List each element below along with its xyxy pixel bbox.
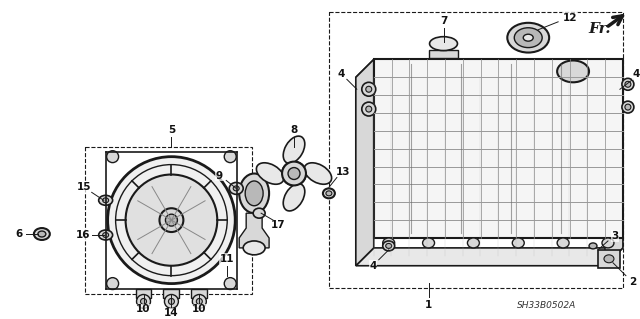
Ellipse shape [99,195,113,205]
Text: 11: 11 [220,254,234,264]
Ellipse shape [253,208,265,218]
Bar [136,289,152,299]
Circle shape [168,299,175,304]
Circle shape [125,174,217,266]
Circle shape [224,151,236,163]
Text: 6: 6 [15,229,22,239]
Text: 10: 10 [136,304,151,314]
Ellipse shape [233,186,239,191]
Text: 4: 4 [337,69,344,79]
Text: Fr.: Fr. [588,22,611,36]
Ellipse shape [515,28,542,48]
Text: 8: 8 [291,125,298,135]
Ellipse shape [326,191,332,196]
Text: SH33B0502A: SH33B0502A [516,301,576,310]
Circle shape [366,86,372,92]
Ellipse shape [557,61,589,82]
Ellipse shape [383,241,395,251]
Text: 4: 4 [369,261,376,271]
Ellipse shape [422,238,435,248]
Bar [374,60,623,238]
Circle shape [622,78,634,90]
Ellipse shape [102,233,109,237]
Ellipse shape [512,238,524,248]
Circle shape [288,167,300,180]
Bar [84,147,252,293]
Ellipse shape [524,34,533,41]
Circle shape [166,214,177,226]
Circle shape [366,106,372,112]
Ellipse shape [245,181,263,206]
Text: 13: 13 [335,167,350,176]
Circle shape [196,299,202,304]
Bar [598,250,620,268]
Circle shape [282,162,306,185]
Circle shape [625,104,631,110]
Ellipse shape [467,238,479,248]
Circle shape [288,167,300,180]
Ellipse shape [257,163,284,184]
Polygon shape [605,60,623,266]
Bar [163,289,179,299]
Ellipse shape [589,243,597,249]
Text: 10: 10 [192,304,207,314]
Ellipse shape [34,228,50,240]
Bar [374,60,623,238]
Circle shape [362,102,376,116]
Ellipse shape [557,238,569,248]
Ellipse shape [429,37,458,51]
Bar [191,289,207,299]
Ellipse shape [284,184,305,211]
Ellipse shape [38,231,46,237]
Ellipse shape [243,241,265,255]
Text: 7: 7 [440,16,447,26]
Text: 12: 12 [563,13,577,23]
Circle shape [107,151,118,163]
Text: 17: 17 [271,220,285,230]
Ellipse shape [284,136,305,163]
Text: 15: 15 [76,182,91,192]
Text: 9: 9 [216,171,223,181]
Circle shape [136,294,150,308]
Ellipse shape [602,238,614,248]
Ellipse shape [229,182,243,194]
Ellipse shape [386,243,392,249]
Circle shape [622,101,634,113]
Ellipse shape [508,23,549,53]
Polygon shape [356,248,623,266]
Text: 1: 1 [425,300,432,310]
Circle shape [625,81,631,87]
Circle shape [164,294,179,308]
Ellipse shape [383,238,395,248]
Bar [329,12,623,287]
Ellipse shape [239,174,269,213]
Ellipse shape [102,198,109,203]
Ellipse shape [323,189,335,198]
Ellipse shape [604,255,614,263]
Text: 14: 14 [164,308,179,318]
Circle shape [107,278,118,290]
Bar [429,49,458,57]
Ellipse shape [304,163,332,184]
Circle shape [282,162,306,185]
Polygon shape [239,213,269,248]
Text: 3: 3 [611,231,619,241]
Text: 16: 16 [76,230,90,240]
Ellipse shape [99,230,113,240]
Text: 2: 2 [629,277,637,286]
Text: 4: 4 [632,69,639,79]
Text: 5: 5 [168,125,175,135]
Circle shape [141,299,147,304]
Polygon shape [356,60,623,77]
Circle shape [362,82,376,96]
Circle shape [159,208,184,232]
Circle shape [108,157,236,284]
Polygon shape [356,60,374,266]
Circle shape [224,278,236,290]
Circle shape [193,294,206,308]
